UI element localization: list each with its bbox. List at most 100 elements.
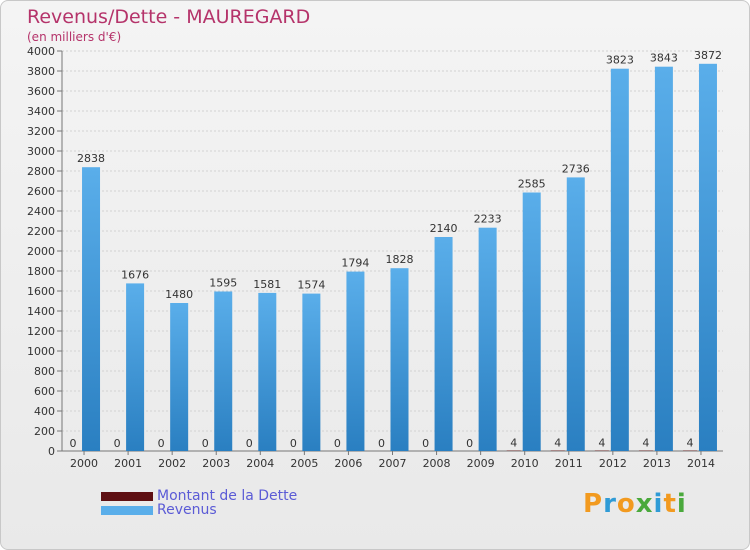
- data-label-dette: 0: [422, 437, 429, 450]
- x-tick-labels: 2000 2001 2002 2003 2004 2005 2006 2007 2008 2009…: [70, 457, 715, 470]
- data-label-revenus: 2140: [430, 222, 458, 235]
- y-tick-label: 800: [34, 365, 55, 378]
- bar-revenus: [302, 293, 321, 451]
- data-label-revenus: 2233: [474, 213, 502, 226]
- y-tick-label: 1600: [27, 285, 55, 298]
- data-label-revenus: 3823: [606, 54, 634, 67]
- data-label-revenus: 2736: [562, 162, 590, 175]
- legend-label-dette: Montant de la Dette: [157, 488, 298, 504]
- y-tick-label: 1200: [27, 325, 55, 338]
- y-tick-label: 4000: [27, 45, 55, 58]
- bar-revenus: [214, 291, 233, 451]
- bar-revenus: [566, 177, 585, 451]
- y-tick-label: 3800: [27, 65, 55, 78]
- chart-subtitle: (en milliers d'€): [27, 30, 122, 44]
- bar-revenus: [82, 167, 101, 451]
- x-tick-label: 2004: [246, 457, 274, 470]
- y-tick-label: 2000: [27, 245, 55, 258]
- x-tick-label: 2010: [511, 457, 539, 470]
- y-tick-label: 2800: [27, 165, 55, 178]
- data-label-dette: 0: [466, 437, 473, 450]
- logo-letter: i: [676, 489, 687, 519]
- x-tick-label: 2000: [70, 457, 98, 470]
- bar-revenus: [434, 237, 453, 451]
- data-label-revenus: 1574: [297, 279, 325, 292]
- logo-letter: r: [603, 489, 617, 519]
- logo-letter: P: [583, 489, 604, 519]
- x-tick-label: 2001: [114, 457, 142, 470]
- x-tick-label: 2011: [555, 457, 583, 470]
- data-label-dette: 0: [70, 437, 77, 450]
- logo-letter: x: [635, 489, 654, 519]
- bar-revenus: [698, 63, 717, 452]
- legend-swatch-revenus: [101, 505, 153, 515]
- x-tick-label: 2012: [599, 457, 627, 470]
- y-tick-label: 1800: [27, 265, 55, 278]
- x-tick-label: 2002: [158, 457, 186, 470]
- data-label-revenus: 3843: [650, 52, 678, 65]
- y-tick-label: 3400: [27, 105, 55, 118]
- data-label-revenus: 1581: [253, 278, 281, 291]
- x-tick-label: 2007: [379, 457, 407, 470]
- data-label-dette: 4: [642, 437, 649, 450]
- y-tick-labels: 0 200 400 600 800 1000 1200 1400 1600 1800 2000 220…: [27, 45, 55, 458]
- x-tick-label: 2008: [423, 457, 451, 470]
- logo-letter: o: [616, 489, 636, 519]
- y-tick-label: 3000: [27, 145, 55, 158]
- data-label-revenus: 3872: [694, 49, 722, 62]
- x-tick-label: 2009: [467, 457, 495, 470]
- data-label-dette: 0: [246, 437, 253, 450]
- bar-revenus: [258, 292, 277, 451]
- bar-revenus: [390, 268, 409, 451]
- legend-swatch-dette: [101, 491, 153, 501]
- legend-label-revenus: Revenus: [157, 502, 217, 518]
- data-label-dette: 0: [334, 437, 341, 450]
- data-label-revenus: 1828: [386, 253, 414, 266]
- logo-letter: t: [663, 489, 677, 519]
- y-tick-label: 600: [34, 385, 55, 398]
- y-tick-label: 200: [34, 425, 55, 438]
- bar-revenus: [654, 66, 673, 451]
- x-tick-label: 2003: [202, 457, 230, 470]
- y-tick-label: 2600: [27, 185, 55, 198]
- x-tick-label: 2005: [290, 457, 318, 470]
- data-label-dette: 0: [290, 437, 297, 450]
- data-label-dette: 0: [378, 437, 385, 450]
- x-tick-label: 2006: [334, 457, 362, 470]
- data-label-revenus: 1676: [121, 268, 149, 281]
- data-label-dette: 0: [202, 437, 209, 450]
- y-tick-label: 2400: [27, 205, 55, 218]
- bar-revenus: [610, 68, 629, 451]
- bar-revenus: [346, 271, 365, 451]
- x-tick-label: 2014: [687, 457, 715, 470]
- y-tick-label: 3200: [27, 125, 55, 138]
- data-label-revenus: 1595: [209, 277, 237, 290]
- legend-item-dette: Montant de la Dette: [101, 488, 297, 504]
- y-tick-label: 1400: [27, 305, 55, 318]
- chart-title: Revenus/Dette - MAUREGARD: [27, 6, 311, 28]
- data-label-dette: 0: [158, 437, 165, 450]
- bar-revenus: [522, 192, 541, 451]
- data-label-dette: 4: [598, 437, 605, 450]
- y-tick-label: 2200: [27, 225, 55, 238]
- y-tick-label: 400: [34, 405, 55, 418]
- y-tick-label: 1000: [27, 345, 55, 358]
- data-label-dette: 0: [114, 437, 121, 450]
- logo-letter: i: [653, 489, 664, 519]
- data-label-revenus: 1480: [165, 288, 193, 301]
- y-tick-label: 0: [48, 445, 55, 458]
- legend-item-revenus: Revenus: [101, 502, 217, 518]
- bar-revenus: [170, 303, 189, 451]
- bar-revenus: [478, 227, 497, 451]
- data-label-dette: 4: [554, 437, 561, 450]
- proxiti-logo: Proxiti: [583, 489, 687, 519]
- bar-revenus: [126, 283, 145, 451]
- data-label-dette: 4: [686, 437, 693, 450]
- bars: [82, 63, 717, 452]
- data-label-revenus: 2585: [518, 178, 546, 191]
- data-label-revenus: 2838: [77, 152, 105, 165]
- x-tick-label: 2013: [643, 457, 671, 470]
- data-label-revenus: 1794: [341, 257, 369, 270]
